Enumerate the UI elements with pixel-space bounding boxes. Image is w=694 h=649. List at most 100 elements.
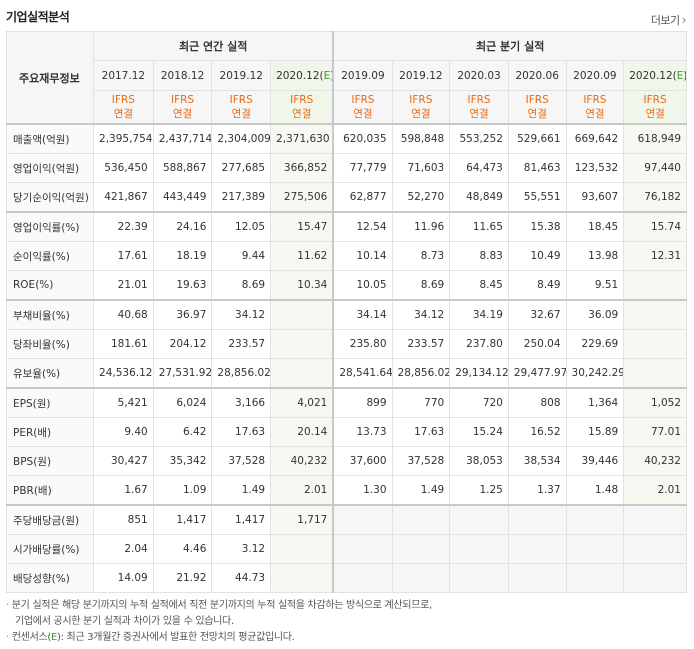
table-cell: 1.37 xyxy=(507,475,567,506)
table-cell xyxy=(507,504,567,535)
table-cell: 32.67 xyxy=(507,299,567,330)
table-cell xyxy=(623,358,687,389)
row-label: 부채비율(%) xyxy=(5,299,95,330)
row-label: 매출액(억원) xyxy=(5,123,95,154)
table-cell: 4.46 xyxy=(152,534,213,564)
table-cell: 93,607 xyxy=(565,182,625,213)
row-label: PER(배) xyxy=(5,417,95,447)
table-cell xyxy=(565,563,625,593)
table-cell: 20.14 xyxy=(270,417,334,447)
table-cell: 36.09 xyxy=(565,299,625,330)
table-cell: 36.97 xyxy=(152,299,213,330)
table-cell: 77.01 xyxy=(623,417,687,447)
table-cell: 9.40 xyxy=(93,417,154,447)
table-row: 주당배당금(원) 851 1,417 1,417 1,717 xyxy=(5,504,687,535)
table-cell: 40,232 xyxy=(623,446,687,476)
table-cell xyxy=(449,534,509,564)
footnote-1-cont: 기업에서 공시한 분기 실적과 차이가 있을 수 있습니다. xyxy=(15,616,234,627)
table-cell: 44.73 xyxy=(211,563,272,593)
table-cell: 97,440 xyxy=(623,153,687,183)
table-row: 유보율(%) 24,536.12 27,531.92 28,856.02 28,541.… xyxy=(5,358,687,389)
table-cell: 24,536.12 xyxy=(93,358,154,389)
table-cell: 529,661 xyxy=(507,123,567,154)
ifrs-label: IFRS 연결 xyxy=(211,90,272,125)
row-label: 영업이익(억원) xyxy=(5,153,95,183)
table-cell xyxy=(507,534,567,564)
estimate-marker: E xyxy=(676,69,684,82)
table-cell: 18.45 xyxy=(565,211,625,242)
table-cell: 8.49 xyxy=(507,270,567,301)
table-cell: 15.74 xyxy=(623,211,687,242)
table-cell: 1,417 xyxy=(211,504,272,535)
more-label: 더보기 xyxy=(650,14,680,27)
table-cell: 55,551 xyxy=(507,182,567,213)
period-header: 2019.12 xyxy=(211,60,272,91)
row-label: 당기순이익(억원) xyxy=(5,182,95,213)
table-cell xyxy=(270,534,334,564)
table-cell: 62,877 xyxy=(332,182,393,213)
period-header: 2020.06 xyxy=(507,60,567,91)
row-label: 순이익률(%) xyxy=(5,241,95,271)
ifrs-label: IFRS 연결 xyxy=(270,90,334,125)
period-header: 2020.12(E) xyxy=(270,60,334,91)
row-label: 유보율(%) xyxy=(5,358,95,389)
table-cell: 81,463 xyxy=(507,153,567,183)
ifrs-label: IFRS 연결 xyxy=(93,90,154,125)
table-cell: 2,395,754 xyxy=(93,123,154,154)
table-cell: 1.25 xyxy=(449,475,509,506)
table-cell: 1.09 xyxy=(152,475,213,506)
table-cell xyxy=(623,299,687,330)
table-cell: 64,473 xyxy=(449,153,509,183)
table-cell: 536,450 xyxy=(93,153,154,183)
table-cell xyxy=(270,358,334,389)
table-cell: 9.51 xyxy=(565,270,625,301)
estimate-marker: E xyxy=(323,69,331,82)
table-cell: 28,856.02 xyxy=(391,358,451,389)
table-cell xyxy=(623,534,687,564)
table-cell: 10.34 xyxy=(270,270,334,301)
table-cell: 1,717 xyxy=(270,504,334,535)
financial-table: 주요재무정보 최근 연간 실적 최근 분기 실적 2017.12 2018.12 2019… xyxy=(5,31,688,593)
table-cell: 1.30 xyxy=(332,475,393,506)
table-cell: 6.42 xyxy=(152,417,213,447)
table-cell: 17.63 xyxy=(211,417,272,447)
table-cell: 29,477.97 xyxy=(507,358,567,389)
table-cell: 11.65 xyxy=(449,211,509,242)
table-cell: 720 xyxy=(449,387,509,418)
table-cell xyxy=(332,534,393,564)
table-cell: 851 xyxy=(93,504,154,535)
table-cell: 48,849 xyxy=(449,182,509,213)
row-label: EPS(원) xyxy=(5,387,95,418)
ifrs-label: IFRS 연결 xyxy=(565,90,625,125)
table-cell xyxy=(449,563,509,593)
table-row: BPS(원) 30,427 35,342 37,528 40,232 37,600 37,5… xyxy=(5,446,687,476)
table-cell: 10.14 xyxy=(332,241,393,271)
more-link[interactable]: 더보기 › xyxy=(650,12,687,28)
table-cell: 22.39 xyxy=(93,211,154,242)
table-row: PER(배) 9.40 6.42 17.63 20.14 13.73 17.63 15.24 1… xyxy=(5,417,687,447)
table-cell: 34.12 xyxy=(391,299,451,330)
table-cell: 29,134.12 xyxy=(449,358,509,389)
table-cell: 76,182 xyxy=(623,182,687,213)
row-label: 주당배당금(원) xyxy=(5,504,95,535)
table-cell: 17.63 xyxy=(391,417,451,447)
table-cell: 21.01 xyxy=(93,270,154,301)
table-cell: 2,371,630 xyxy=(270,123,334,154)
table-cell: 37,600 xyxy=(332,446,393,476)
table-cell: 233.57 xyxy=(391,329,451,359)
table-cell xyxy=(623,329,687,359)
table-cell: 52,270 xyxy=(391,182,451,213)
table-cell: 13.73 xyxy=(332,417,393,447)
table-row: ROE(%) 21.01 19.63 8.69 10.34 10.05 8.69 8.45 8.… xyxy=(5,270,687,301)
table-cell xyxy=(391,534,451,564)
table-cell: 38,534 xyxy=(507,446,567,476)
ifrs-label: IFRS 연결 xyxy=(332,90,393,125)
row-label: BPS(원) xyxy=(5,446,95,476)
table-cell: 588,867 xyxy=(152,153,213,183)
table-cell: 443,449 xyxy=(152,182,213,213)
ifrs-label: IFRS 연결 xyxy=(152,90,213,125)
table-row: 영업이익률(%) 22.39 24.16 12.05 15.47 12.54 11.96 11… xyxy=(5,211,687,242)
table-cell: 275,506 xyxy=(270,182,334,213)
table-cell: 620,035 xyxy=(332,123,393,154)
table-cell: 770 xyxy=(391,387,451,418)
